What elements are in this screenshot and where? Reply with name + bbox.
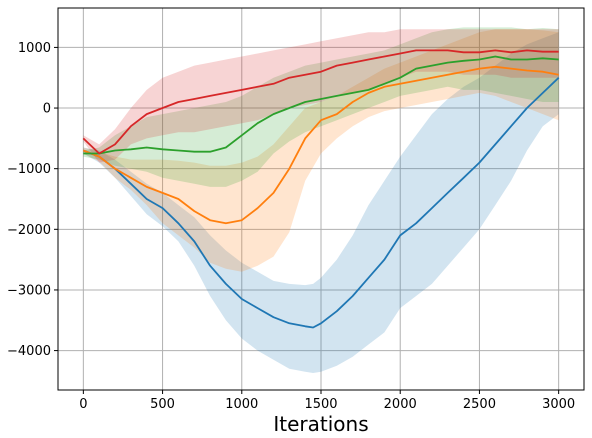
x-tick-label: 500 <box>150 397 175 412</box>
confidence-bands <box>83 27 559 374</box>
series-3-line <box>82 49 559 155</box>
x-tick-label: 2500 <box>463 397 496 412</box>
x-tick-label: 2000 <box>384 397 417 412</box>
y-tick-label: −4000 <box>7 344 51 359</box>
x-tick-label: 1500 <box>304 397 337 412</box>
series-0-band <box>83 32 559 374</box>
y-tick-label: −3000 <box>7 283 51 298</box>
x-tick-label: 0 <box>79 397 87 412</box>
y-tick-label: −1000 <box>7 162 51 177</box>
x-axis-label: Iterations <box>273 412 368 436</box>
series-3-band <box>83 29 559 163</box>
y-axis-ticks: −4000 −3000 −2000 −1000 0 1000 <box>7 41 58 359</box>
x-tick-label: 3000 <box>542 397 575 412</box>
x-axis-ticks: 0 500 1000 1500 2000 2500 3000 <box>79 390 575 412</box>
series-2-line <box>83 55 559 155</box>
series-1-line <box>82 65 559 225</box>
y-tick-label: 1000 <box>18 41 51 56</box>
series-0-line <box>82 77 560 329</box>
series-2-band <box>83 27 559 187</box>
x-tick-label: 1000 <box>225 397 258 412</box>
y-tick-label: −2000 <box>7 223 51 238</box>
series-1-band <box>83 29 559 272</box>
y-tick-label: 0 <box>43 102 51 117</box>
grid-lines <box>58 8 584 390</box>
series-lines <box>82 49 560 329</box>
